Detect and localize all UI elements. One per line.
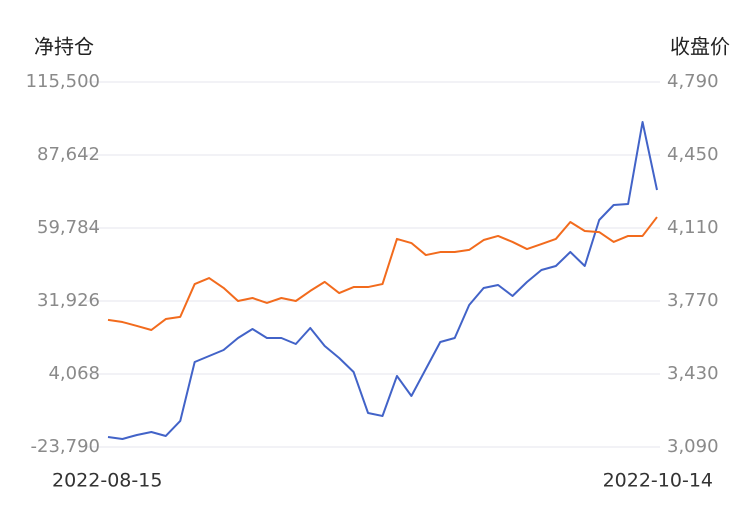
y2-tick-label: 3,770 (667, 290, 719, 311)
y-tick-label: 31,926 (37, 290, 100, 311)
y2-tick-label: 4,450 (667, 144, 719, 165)
y2-tick-label: 3,090 (667, 436, 719, 457)
y-tick-label: -23,790 (31, 436, 100, 457)
x-tick-label: 2022-10-14 (603, 470, 713, 492)
series-line (107, 120, 658, 440)
y-tick-label: 59,784 (37, 217, 100, 238)
y-tick-label: 4,068 (48, 363, 100, 384)
x-tick-label: 2022-08-15 (52, 470, 162, 492)
series-line (107, 216, 658, 331)
y2-axis-title: 收盘价 (670, 35, 730, 59)
y-tick-label: 87,642 (37, 144, 100, 165)
y-tick-label: 115,500 (26, 71, 100, 92)
y2-tick-label: 3,430 (667, 363, 719, 384)
y2-tick-label: 4,790 (667, 71, 719, 92)
y-axis-title: 净持仓 (34, 35, 94, 59)
y2-tick-label: 4,110 (667, 217, 719, 238)
